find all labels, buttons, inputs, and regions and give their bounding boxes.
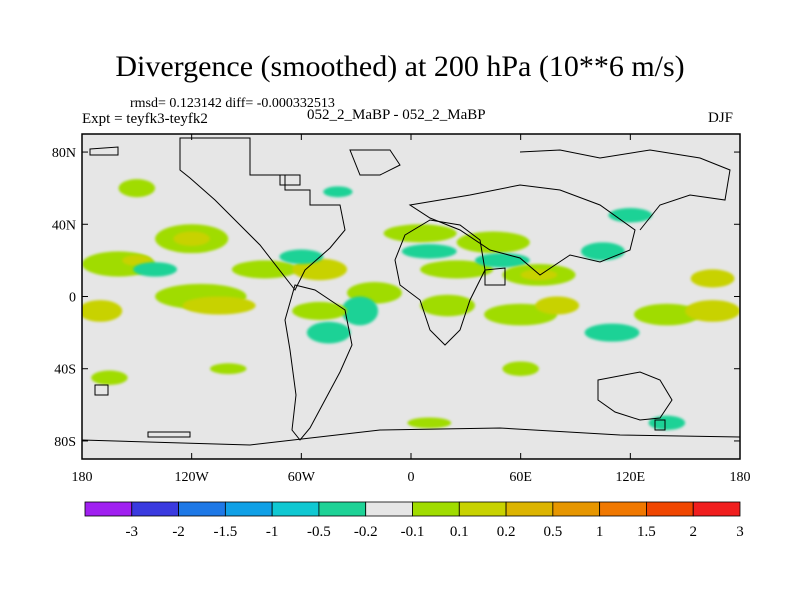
x-tick-label: 120W xyxy=(175,470,210,485)
colorbar-swatch xyxy=(505,501,554,517)
x-tick-label: 0 xyxy=(408,470,415,485)
colorbar-label: 1 xyxy=(596,524,604,540)
colorbar-swatch xyxy=(412,501,460,517)
divergence-region xyxy=(401,244,457,259)
divergence-region xyxy=(279,249,324,264)
colorbar-swatch xyxy=(271,501,320,517)
x-tick-label: 180 xyxy=(730,470,751,485)
divergence-region xyxy=(323,186,353,198)
period-label: 052_2_MaBP - 052_2_MaBP xyxy=(307,107,486,123)
season-label: DJF xyxy=(708,110,734,126)
colorbar-label: -1.5 xyxy=(213,524,237,540)
colorbar-swatch xyxy=(646,501,694,517)
colorbar-label: -0.2 xyxy=(354,524,378,540)
x-tick-label: 180 xyxy=(72,470,93,485)
divergence-region xyxy=(231,260,298,279)
colorbar-label: -0.5 xyxy=(307,524,331,540)
colorbar-label: -0.1 xyxy=(401,524,425,540)
colorbar-label: -1 xyxy=(266,524,279,540)
divergence-region xyxy=(502,361,539,376)
colorbar-swatch xyxy=(131,501,179,517)
divergence-region xyxy=(584,323,640,342)
y-tick-label: 80N xyxy=(52,146,76,161)
divergence-region xyxy=(82,300,123,322)
colorbar-swatch xyxy=(178,501,226,517)
divergence-region xyxy=(118,179,156,198)
divergence-region xyxy=(341,296,379,326)
divergence-region xyxy=(122,254,152,266)
x-tick-label: 120E xyxy=(616,470,646,485)
colorbar-swatch xyxy=(692,501,741,517)
divergence-region xyxy=(182,296,256,315)
y-tick-label: 40N xyxy=(52,218,76,233)
divergence-region xyxy=(383,224,457,243)
divergence-region xyxy=(648,415,686,431)
x-tick-label: 60W xyxy=(288,470,316,485)
colorbar-label: 1.5 xyxy=(637,524,656,540)
y-tick-label: 80S xyxy=(54,435,76,450)
divergence-region xyxy=(520,269,558,281)
divergence-region xyxy=(306,321,351,344)
x-tick-label: 60E xyxy=(509,470,532,485)
divergence-region xyxy=(420,294,475,317)
colorbar-swatch xyxy=(458,501,507,517)
colorbar-swatch xyxy=(599,501,647,517)
divergence-region xyxy=(535,296,580,315)
divergence-region xyxy=(292,258,348,281)
stats-label: rmsd= 0.123142 diff= -0.000332513 xyxy=(130,96,335,111)
y-tick-label: 0 xyxy=(69,291,76,306)
coastline xyxy=(82,137,740,446)
colorbar-swatch xyxy=(552,501,601,517)
divergence-region xyxy=(633,303,700,326)
divergence-region xyxy=(133,262,178,277)
colorbar-label: -3 xyxy=(126,524,139,540)
colorbar-swatch xyxy=(365,501,413,517)
divergence-region xyxy=(292,301,348,320)
colorbar-swatch xyxy=(224,501,273,517)
colorbar-label: 2 xyxy=(689,524,697,540)
colorbar-label: 3 xyxy=(736,524,744,540)
divergence-region xyxy=(456,231,530,254)
divergence-region xyxy=(209,363,247,375)
chart-title: Divergence (smoothed) at 200 hPa (10**6 … xyxy=(115,50,685,83)
colorbar-label: 0.1 xyxy=(450,524,469,540)
divergence-region xyxy=(420,260,494,279)
y-tick-label: 40S xyxy=(54,363,76,378)
colorbar-swatch xyxy=(84,501,133,517)
divergence-region xyxy=(173,231,210,246)
colorbar-label: 0.2 xyxy=(497,524,516,540)
divergence-region xyxy=(690,269,735,288)
colorbar-label: -2 xyxy=(172,524,185,540)
divergence-region xyxy=(580,242,625,261)
divergence-region xyxy=(91,370,128,385)
colorbar-swatch xyxy=(318,501,367,517)
divergence-region xyxy=(407,417,452,429)
divergence-region xyxy=(685,300,740,322)
experiment-label: Expt = teyfk3-teyfk2 xyxy=(82,111,208,127)
colorbar-label: 0.5 xyxy=(543,524,562,540)
